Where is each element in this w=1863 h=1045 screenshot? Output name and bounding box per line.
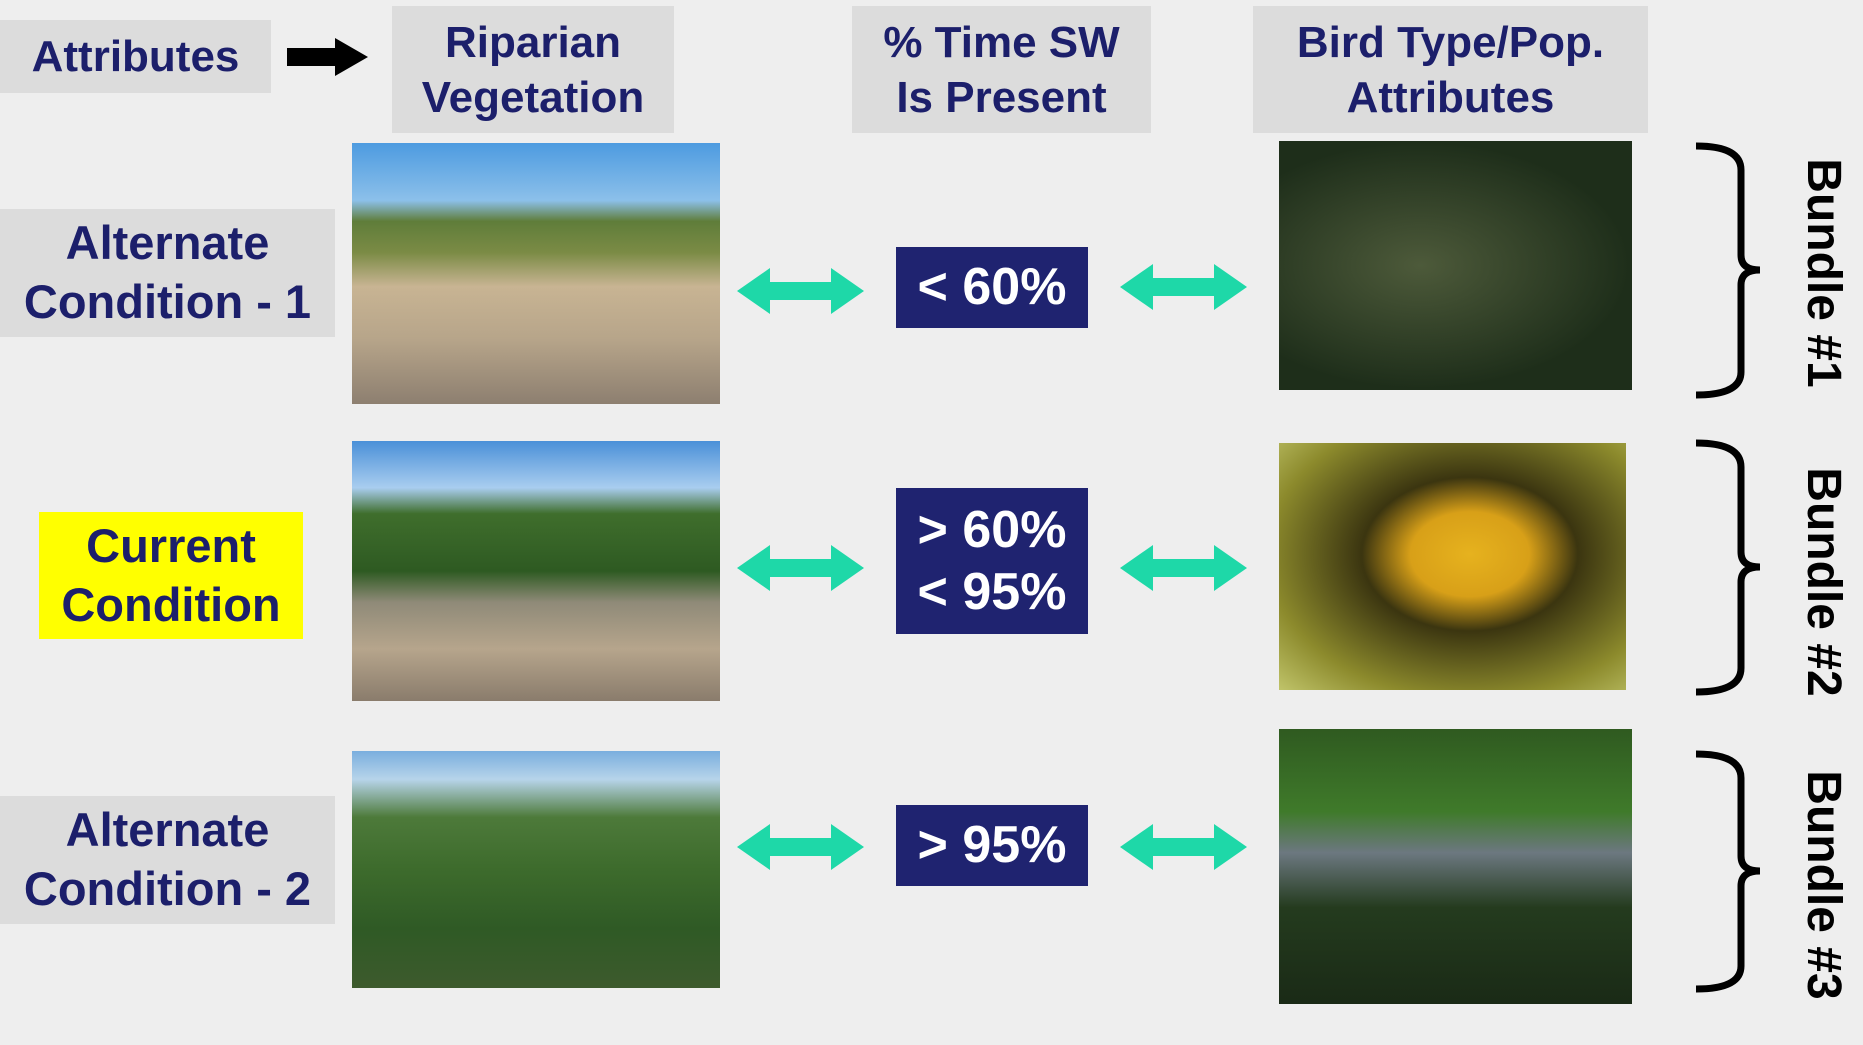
- bundle-label: Bundle #1: [1795, 113, 1851, 433]
- brackets: [1696, 146, 1760, 989]
- arrow-right: [287, 38, 368, 76]
- bundle-label: Bundle #2: [1795, 422, 1851, 742]
- bundle-label: Bundle #3: [1795, 725, 1851, 1045]
- page: Attributes Riparian Vegetation % Time SW…: [0, 0, 1863, 1009]
- double-arrows: [737, 264, 1247, 870]
- connectors: [0, 0, 1863, 1009]
